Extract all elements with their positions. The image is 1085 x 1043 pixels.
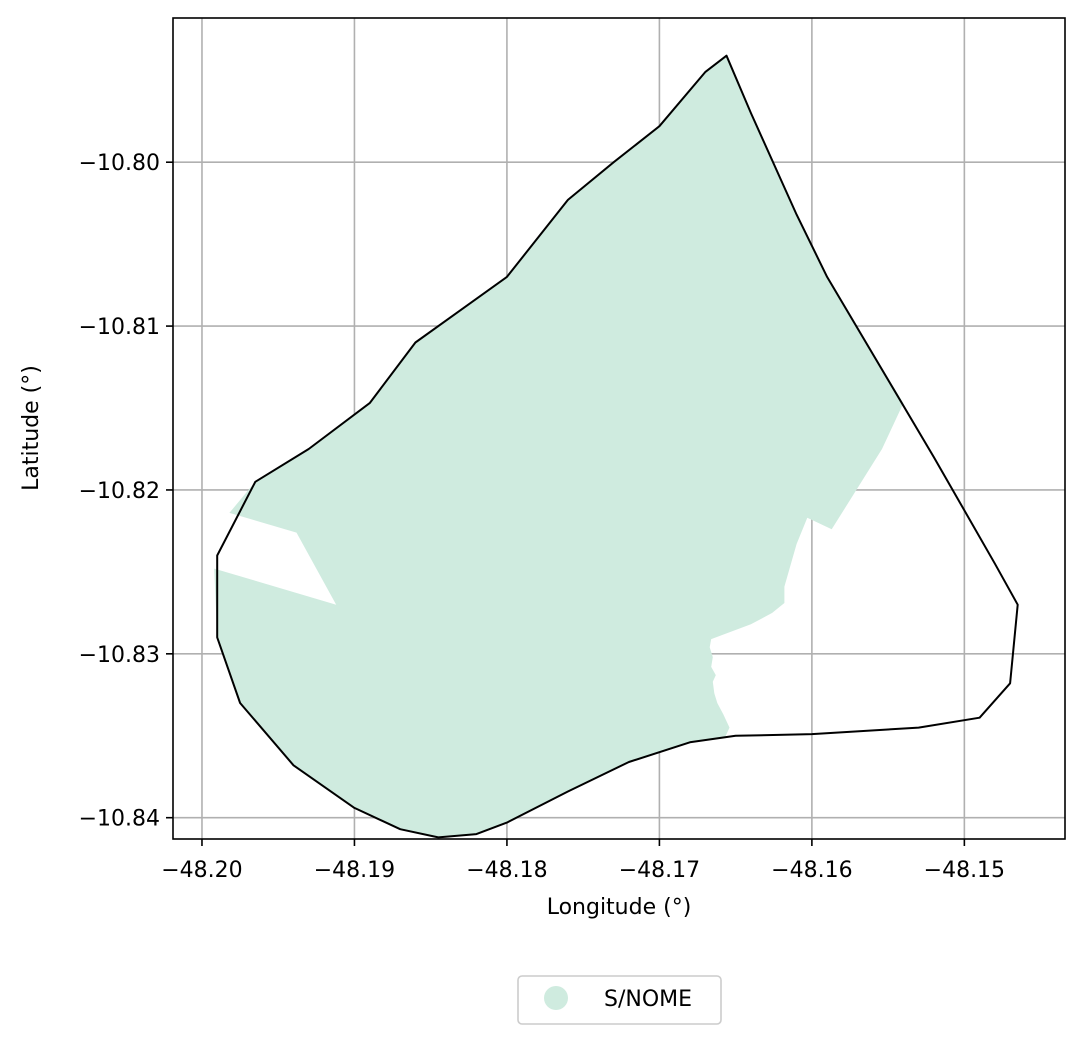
legend: S/NOME — [517, 975, 722, 1025]
y-tick-label-2: −10.82 — [79, 479, 160, 504]
y-tick-label-0: −10.80 — [79, 151, 160, 176]
x-tick-label-4: −48.16 — [771, 858, 852, 883]
boundary-outline — [216, 54, 1019, 839]
y-axis-label: Latitude (°) — [19, 365, 44, 491]
y-tick-label-3: −10.83 — [79, 643, 160, 668]
legend-label-s-nome: S/NOME — [604, 987, 692, 1012]
x-tick-label-2: −48.18 — [466, 858, 547, 883]
x-axis-ticks: −48.20 −48.19 −48.18 −48.17 −48.16 −48.15 — [161, 839, 1005, 883]
y-tick-label-4: −10.84 — [79, 807, 160, 832]
y-tick-label-1: −10.81 — [79, 315, 160, 340]
x-tick-label-3: −48.17 — [619, 858, 700, 883]
legend-marker-s-nome — [544, 986, 568, 1010]
x-tick-label-0: −48.20 — [161, 858, 242, 883]
filled-region-s-nome — [214, 55, 904, 838]
x-tick-label-1: −48.19 — [314, 858, 395, 883]
x-tick-label-5: −48.15 — [924, 858, 1005, 883]
plot-frame — [172, 17, 1066, 840]
y-axis-ticks: −10.80 −10.81 −10.82 −10.83 −10.84 — [79, 151, 173, 832]
x-axis-label: Longitude (°) — [547, 895, 692, 920]
legend-frame — [517, 975, 722, 1025]
